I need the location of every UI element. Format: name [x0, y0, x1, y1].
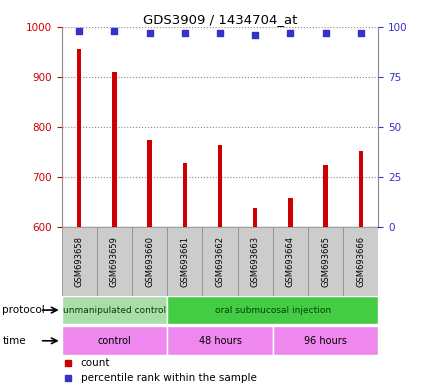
Text: 48 hours: 48 hours [198, 336, 242, 346]
Text: 96 hours: 96 hours [304, 336, 347, 346]
Point [181, 30, 188, 36]
Bar [343, 227, 378, 296]
Bar [273, 227, 308, 296]
Bar [62, 326, 167, 355]
Text: percentile rank within the sample: percentile rank within the sample [81, 372, 257, 383]
Text: GSM693662: GSM693662 [216, 236, 224, 286]
Bar [359, 151, 363, 227]
Bar [112, 72, 117, 227]
Text: GSM693664: GSM693664 [286, 236, 295, 286]
Bar [218, 145, 222, 227]
Bar [147, 140, 152, 227]
Text: GSM693658: GSM693658 [75, 236, 84, 286]
Text: GSM693666: GSM693666 [356, 235, 365, 287]
Point [252, 32, 259, 38]
Point [357, 30, 364, 36]
Text: GSM693660: GSM693660 [145, 236, 154, 286]
Bar [308, 227, 343, 296]
Bar [288, 198, 293, 227]
Bar [323, 165, 328, 227]
Bar [273, 326, 378, 355]
Bar [132, 227, 167, 296]
Bar [62, 296, 167, 324]
Text: GSM693659: GSM693659 [110, 236, 119, 286]
Bar [97, 227, 132, 296]
Bar [202, 227, 238, 296]
Bar [167, 296, 378, 324]
Text: time: time [2, 336, 26, 346]
Point [216, 30, 224, 36]
Text: protocol: protocol [2, 305, 45, 315]
Title: GDS3909 / 1434704_at: GDS3909 / 1434704_at [143, 13, 297, 26]
Bar [183, 163, 187, 227]
Point [76, 28, 83, 34]
Point [111, 28, 118, 34]
Text: GSM693663: GSM693663 [251, 235, 260, 287]
Bar [62, 227, 97, 296]
Text: count: count [81, 358, 110, 368]
Point [287, 30, 294, 36]
Point [146, 30, 153, 36]
Bar [238, 227, 273, 296]
Point [322, 30, 329, 36]
Text: GSM693665: GSM693665 [321, 236, 330, 286]
Text: GSM693661: GSM693661 [180, 236, 189, 286]
Text: oral submucosal injection: oral submucosal injection [215, 306, 331, 314]
Text: unmanipulated control: unmanipulated control [63, 306, 166, 314]
Bar [167, 227, 202, 296]
Bar [77, 49, 81, 227]
Text: control: control [98, 336, 131, 346]
Bar [253, 208, 257, 227]
Bar [167, 326, 273, 355]
